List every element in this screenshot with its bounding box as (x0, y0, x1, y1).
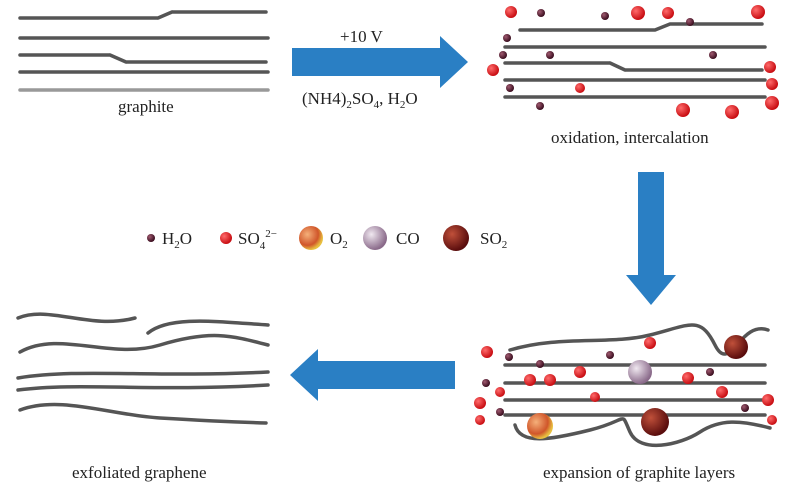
molecule (496, 408, 504, 416)
legend: H2O SO42− O2 CO SO2 (147, 225, 507, 252)
molecule (741, 404, 749, 412)
arrow (626, 172, 676, 305)
molecule (503, 34, 511, 42)
molecule (767, 415, 777, 425)
molecule (641, 408, 669, 436)
molecule (475, 415, 485, 425)
exfoliated-label: exfoliated graphene (72, 463, 207, 482)
molecule (574, 366, 586, 378)
molecule (505, 6, 517, 18)
molecule (724, 335, 748, 359)
graphite-label: graphite (118, 97, 174, 116)
molecule (527, 413, 553, 439)
molecule (536, 102, 544, 110)
arrow (290, 349, 455, 401)
molecule (474, 397, 486, 409)
molecule (537, 9, 545, 17)
molecule (499, 51, 507, 59)
molecule (676, 103, 690, 117)
molecule (628, 360, 652, 384)
molecule (506, 84, 514, 92)
molecule (706, 368, 714, 376)
molecule (495, 387, 505, 397)
molecule (725, 105, 739, 119)
legend-swatch (299, 226, 323, 250)
reagents-label: (NH4)2SO4, H2O (302, 89, 418, 111)
legend-swatch (363, 226, 387, 250)
molecule (764, 61, 776, 73)
molecule (482, 379, 490, 387)
molecule (505, 353, 513, 361)
molecule (544, 374, 556, 386)
molecule (601, 12, 609, 20)
legend-label: SO42− (238, 228, 277, 252)
legend-label: O2 (330, 229, 348, 251)
molecule (686, 18, 694, 26)
molecule (524, 374, 536, 386)
molecule (644, 337, 656, 349)
molecule (631, 6, 645, 20)
molecule (536, 360, 544, 368)
molecule (762, 394, 774, 406)
legend-swatch (443, 225, 469, 251)
molecule (606, 351, 614, 359)
legend-label: SO2 (480, 229, 507, 251)
voltage-label: +10 V (340, 27, 384, 46)
legend-swatch (147, 234, 155, 242)
graphene-sheets (18, 314, 268, 423)
expansion-label: expansion of graphite layers (543, 463, 735, 482)
molecule (751, 5, 765, 19)
intercalated-layers (505, 24, 765, 97)
legend-label: CO (396, 229, 420, 248)
graphite-layers (20, 12, 268, 90)
molecule (575, 83, 585, 93)
molecule (662, 7, 674, 19)
legend-swatch (220, 232, 232, 244)
molecule (590, 392, 600, 402)
molecule (487, 64, 499, 76)
molecule (709, 51, 717, 59)
oxidation-label: oxidation, intercalation (551, 128, 709, 147)
molecule (766, 78, 778, 90)
molecule (716, 386, 728, 398)
molecule (481, 346, 493, 358)
diagram: graphite +10 V (NH4)2SO4, H2O oxidation,… (0, 0, 793, 494)
molecule (682, 372, 694, 384)
legend-label: H2O (162, 229, 192, 251)
molecule (546, 51, 554, 59)
molecule (765, 96, 779, 110)
